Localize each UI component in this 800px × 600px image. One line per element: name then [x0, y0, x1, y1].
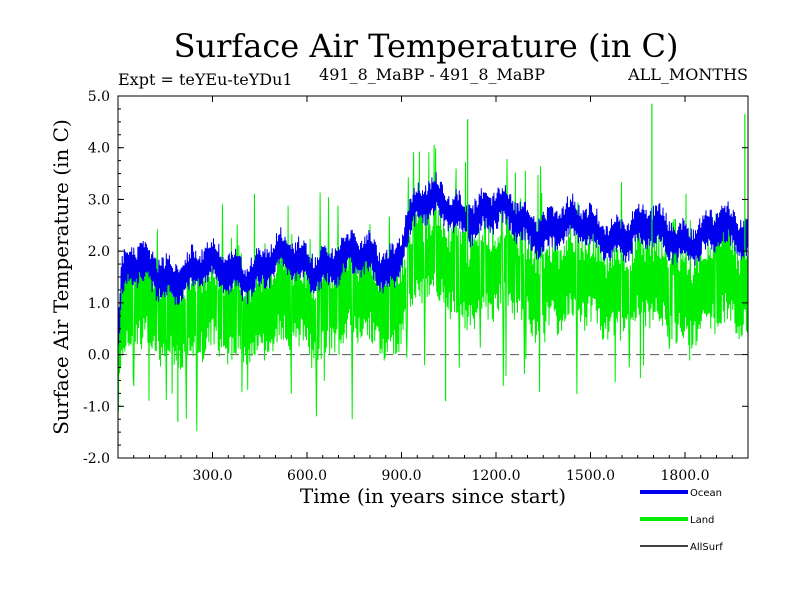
x-tick-label: 900.0 [381, 468, 421, 484]
x-axis-title: Time (in years since start) [300, 484, 566, 508]
y-tick-label: 5.0 [88, 89, 110, 105]
axes: -2.0 -1.0 0.0 1.0 2.0 3.0 4.0 5.0 300.0 600.0 900.… [83, 89, 748, 484]
x-tick-label: 1500.0 [566, 468, 615, 484]
y-tick-label: 0.0 [88, 348, 110, 364]
months-label: ALL_MONTHS [627, 65, 748, 84]
legend: Ocean Land AllSurf [640, 488, 723, 553]
x-tick-label: 1200.0 [472, 468, 521, 484]
ocean-series-line [118, 172, 748, 345]
x-tick-label: 1800.0 [661, 468, 710, 484]
y-tick-label: 1.0 [88, 296, 110, 312]
y-tick-label: 4.0 [88, 141, 110, 157]
y-tick-label: -2.0 [83, 451, 110, 467]
legend-label-ocean: Ocean [690, 488, 722, 499]
experiment-label: Expt = teYEu-teYDu1 [118, 70, 293, 89]
y-axis-title: Surface Air Temperature (in C) [49, 119, 73, 435]
y-tick-label: 2.0 [88, 244, 110, 260]
legend-label-allsurf: AllSurf [690, 542, 723, 553]
legend-label-land: Land [690, 515, 714, 526]
plot-area [118, 103, 748, 448]
series-group [118, 103, 748, 448]
y-tick-label: -1.0 [83, 399, 110, 415]
x-tick-label: 300.0 [192, 468, 232, 484]
y-tick-label: 3.0 [88, 192, 110, 208]
period-label: 491_8_MaBP - 491_8_MaBP [319, 65, 545, 84]
plot-frame [117, 95, 749, 459]
chart-title: Surface Air Temperature (in C) [174, 27, 679, 65]
x-tick-label: 600.0 [287, 468, 327, 484]
